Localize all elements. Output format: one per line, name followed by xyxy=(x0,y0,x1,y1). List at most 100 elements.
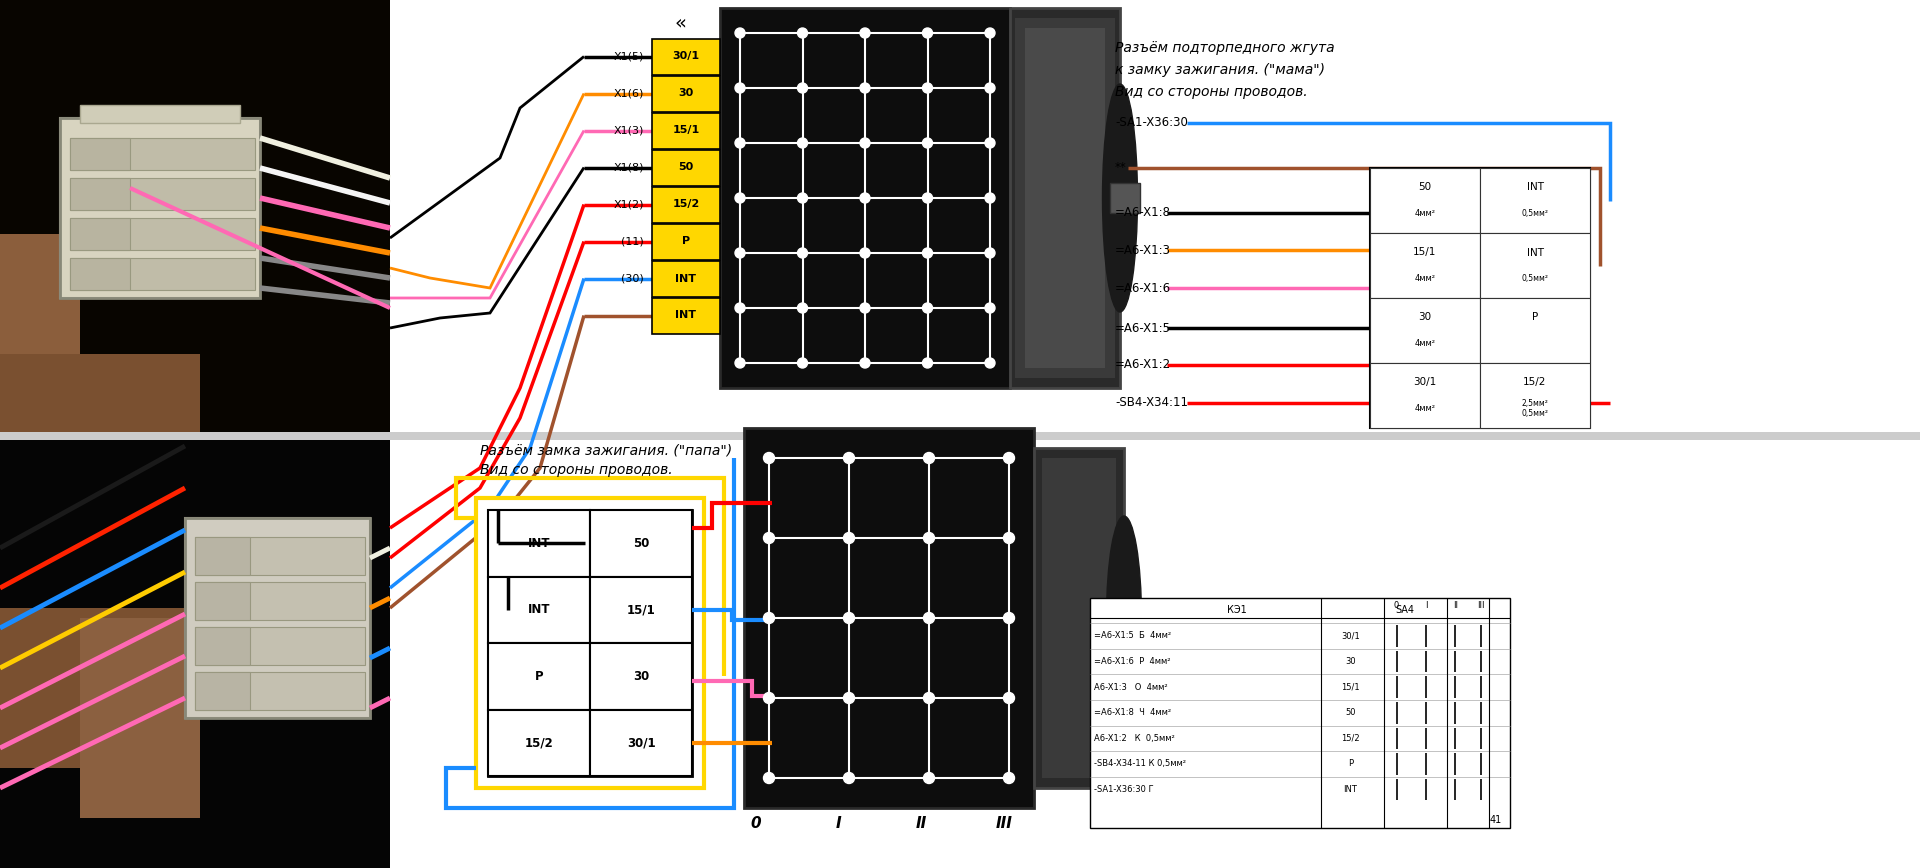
Circle shape xyxy=(985,138,995,148)
Bar xyxy=(1114,603,1144,633)
Bar xyxy=(653,187,720,223)
Bar xyxy=(69,178,131,210)
Circle shape xyxy=(1004,613,1014,623)
Bar xyxy=(1016,18,1116,378)
Bar xyxy=(488,576,589,643)
Circle shape xyxy=(860,83,870,93)
Bar xyxy=(69,258,131,290)
Circle shape xyxy=(922,358,933,368)
Circle shape xyxy=(1004,773,1014,784)
Text: -SB4-X34:11: -SB4-X34:11 xyxy=(1116,397,1188,410)
Bar xyxy=(69,218,131,250)
Bar xyxy=(0,608,200,768)
Circle shape xyxy=(843,452,854,464)
Bar xyxy=(1480,233,1590,298)
Bar xyxy=(1371,363,1480,428)
Text: A6-X1:3   О  4мм²: A6-X1:3 О 4мм² xyxy=(1094,682,1167,692)
Text: 4мм²: 4мм² xyxy=(1415,209,1436,218)
Bar xyxy=(81,105,240,123)
Text: 50: 50 xyxy=(678,162,693,173)
Text: 15/2: 15/2 xyxy=(1340,733,1359,743)
Bar xyxy=(653,39,720,75)
Circle shape xyxy=(985,28,995,38)
Bar xyxy=(488,510,691,776)
Bar xyxy=(0,234,81,434)
Bar xyxy=(589,510,691,576)
Bar xyxy=(589,576,691,643)
Circle shape xyxy=(735,138,745,148)
Text: (30): (30) xyxy=(622,273,643,284)
Bar xyxy=(476,498,705,788)
Bar xyxy=(653,224,720,260)
Text: 0,5мм²: 0,5мм² xyxy=(1521,274,1549,283)
Text: P: P xyxy=(682,236,689,247)
Text: 4мм²: 4мм² xyxy=(1415,404,1436,413)
Text: P: P xyxy=(534,670,543,683)
Circle shape xyxy=(735,28,745,38)
Text: 30/1: 30/1 xyxy=(1413,378,1436,387)
Text: 15/1: 15/1 xyxy=(626,603,655,616)
Circle shape xyxy=(797,83,808,93)
Circle shape xyxy=(922,28,933,38)
Text: X1(3): X1(3) xyxy=(614,126,643,135)
Text: **: ** xyxy=(1116,161,1127,174)
Circle shape xyxy=(797,358,808,368)
Text: 15/1: 15/1 xyxy=(1340,682,1359,692)
Bar xyxy=(488,643,589,709)
Bar xyxy=(196,672,365,710)
Text: Р: Р xyxy=(1348,760,1354,768)
Bar xyxy=(196,582,365,620)
Text: 50: 50 xyxy=(1419,182,1432,193)
Text: 30: 30 xyxy=(634,670,649,683)
Text: =A6-X1:5  Б  4мм²: =A6-X1:5 Б 4мм² xyxy=(1094,631,1171,641)
Bar xyxy=(81,618,200,818)
Circle shape xyxy=(843,532,854,543)
Text: III: III xyxy=(1476,602,1484,610)
Bar xyxy=(1480,168,1590,233)
Text: 15/1: 15/1 xyxy=(672,126,699,135)
Text: SA4: SA4 xyxy=(1396,605,1415,615)
Circle shape xyxy=(843,693,854,703)
Text: 2,5мм²
0,5мм²: 2,5мм² 0,5мм² xyxy=(1521,398,1549,418)
Circle shape xyxy=(860,138,870,148)
Text: -SB4-X34-11 К 0,5мм²: -SB4-X34-11 К 0,5мм² xyxy=(1094,760,1187,768)
Bar xyxy=(488,510,589,576)
Circle shape xyxy=(860,28,870,38)
Bar xyxy=(745,428,1035,808)
Bar xyxy=(184,518,371,718)
Circle shape xyxy=(860,193,870,203)
Text: 4мм²: 4мм² xyxy=(1415,339,1436,348)
Bar xyxy=(196,627,365,665)
Bar xyxy=(1035,448,1123,788)
Circle shape xyxy=(735,303,745,313)
Text: 0,5мм²: 0,5мм² xyxy=(1521,209,1549,218)
Circle shape xyxy=(922,193,933,203)
Bar xyxy=(196,537,250,575)
Text: INT: INT xyxy=(1526,182,1544,193)
Text: (11): (11) xyxy=(622,236,643,247)
Circle shape xyxy=(764,773,774,784)
Bar xyxy=(1371,298,1480,363)
Circle shape xyxy=(924,693,935,703)
Text: 30: 30 xyxy=(1346,657,1356,666)
Bar xyxy=(69,138,131,170)
Bar xyxy=(1371,233,1480,298)
Circle shape xyxy=(764,693,774,703)
Text: 30: 30 xyxy=(678,89,693,98)
Text: 15/1: 15/1 xyxy=(1413,247,1436,258)
Circle shape xyxy=(843,613,854,623)
Text: =A6-X1:3: =A6-X1:3 xyxy=(1116,244,1171,257)
Circle shape xyxy=(735,193,745,203)
Text: X1(2): X1(2) xyxy=(614,200,643,209)
Circle shape xyxy=(764,452,774,464)
Circle shape xyxy=(735,248,745,258)
Text: INT: INT xyxy=(1344,785,1357,794)
Circle shape xyxy=(924,773,935,784)
Circle shape xyxy=(797,138,808,148)
Circle shape xyxy=(797,303,808,313)
Bar xyxy=(653,150,720,186)
Circle shape xyxy=(860,303,870,313)
Circle shape xyxy=(797,193,808,203)
Text: INT: INT xyxy=(1526,247,1544,258)
Circle shape xyxy=(1004,532,1014,543)
